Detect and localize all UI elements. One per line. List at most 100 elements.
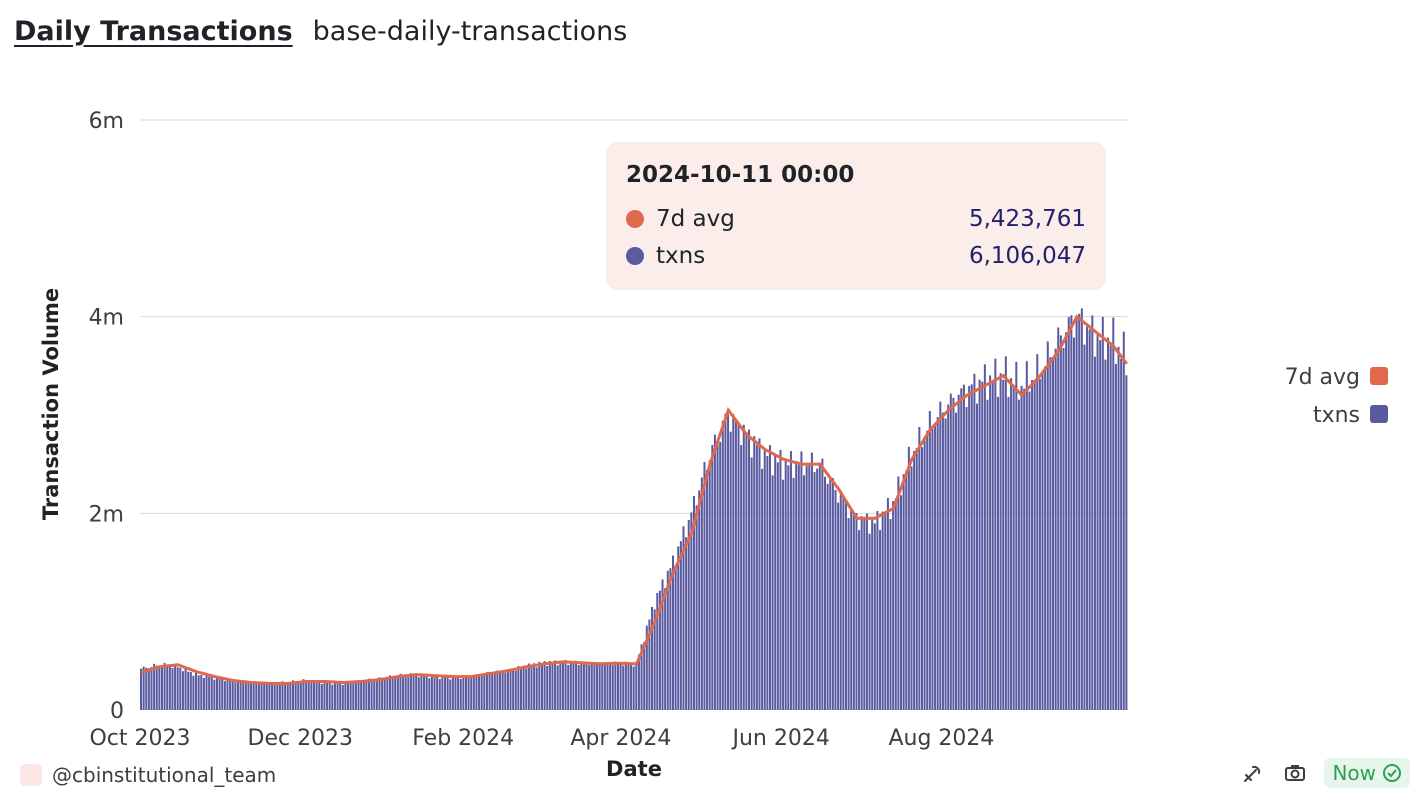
tooltip-row-txns: txns 6,106,047 [626,237,1086,274]
bar-txns [307,680,310,710]
bar-txns [388,675,391,710]
bar-txns [949,393,952,710]
bar-txns [928,410,931,710]
bar-txns [750,457,753,710]
bar-txns [501,671,504,710]
bar-txns [981,381,984,710]
bar-txns [462,676,465,710]
bar-txns [1099,340,1102,710]
bar-txns [234,682,237,710]
bar-txns [423,675,426,710]
x-axis-ticks: Oct 2023 Dec 2023 Feb 2024 Apr 2024 Jun 2024… [89,726,994,751]
x-tick-label: Apr 2024 [570,726,671,751]
bar-txns [753,436,756,710]
legend-swatch [1370,405,1388,423]
bar-txns [166,666,169,710]
bar-txns [370,678,373,710]
bar-txns [776,462,779,710]
bar-txns [713,434,716,710]
bar-txns [1041,372,1044,710]
chart-title-link[interactable]: Daily Transactions [14,16,293,47]
bar-txns [808,464,811,710]
bar-txns [795,463,798,710]
bar-txns [1057,327,1060,710]
avatar [20,764,42,786]
bar-txns [548,661,551,710]
bar-txns [643,642,646,710]
bar-txns [695,505,698,710]
chart-header: Daily Transactions base-daily-transactio… [14,16,627,47]
bar-txns [1122,331,1125,710]
bar-txns [357,680,360,710]
x-tick-label: Dec 2023 [248,726,354,751]
bar-txns [509,669,512,710]
username: @cbinstitutional_team [52,763,277,787]
status-badge[interactable]: Now [1324,758,1410,788]
bar-txns [485,672,488,710]
bar-txns [286,682,289,710]
bar-txns [559,660,562,710]
bar-txns [596,662,599,710]
bar-txns [181,671,184,710]
bar-txns [865,513,868,710]
bar-txns [236,680,239,710]
bar-txns [616,662,619,710]
share-icon[interactable] [1240,760,1266,786]
bar-txns [740,445,743,710]
tooltip-row-7d-avg: 7d avg 5,423,761 [626,200,1086,237]
bar-txns [1049,357,1052,710]
bar-txns [394,676,397,710]
bar-txns [464,676,467,710]
bar-txns [551,662,554,710]
bar-txns [742,424,745,710]
bar-txns [1023,388,1026,710]
bar-txns [155,665,158,710]
bar-txns [999,373,1002,710]
bar-txns [1093,356,1096,710]
bar-txns [192,675,195,710]
bar-txns [863,519,866,710]
bar-txns [244,683,247,710]
y-axis-ticks: 0 2m 4m 6m [89,109,124,724]
bar-txns [923,436,926,710]
footer-user[interactable]: @cbinstitutional_team [20,763,276,787]
bar-txns [488,671,491,710]
bar-txns [569,661,572,710]
tooltip-series-value: 5,423,761 [968,205,1086,232]
bar-txns [884,513,887,710]
bar-txns [894,498,897,710]
bar-txns [451,676,454,710]
bar-txns [1086,326,1089,710]
bar-txns [810,452,813,710]
bar-txns [900,495,903,710]
bar-txns [960,388,963,710]
bar-txns [821,458,824,710]
bar-txns [944,418,947,710]
bar-txns [368,678,371,710]
bar-txns [902,474,905,710]
bar-txns [719,441,722,710]
bar-txns [407,677,410,710]
bar-txns [171,668,174,710]
bar-txns [677,546,680,710]
bar-txns [326,682,329,710]
camera-icon[interactable] [1282,760,1308,786]
bar-txns [223,681,226,710]
bar-txns [354,681,357,710]
bar-txns [470,678,473,710]
bar-txns [727,414,730,710]
bar-txns [378,677,381,710]
bar-txns [601,664,604,710]
bar-txns [375,679,378,710]
bar-txns [472,676,475,710]
bar-txns [771,475,774,710]
bar-txns [700,477,703,710]
bar-txns [1072,337,1075,710]
bar-txns [514,670,517,710]
bar-txns [312,679,315,710]
bar-txns [669,568,672,710]
bar-txns [1007,396,1010,710]
bar-txns [365,680,368,710]
bar-txns [656,592,659,710]
bar-txns [983,364,986,710]
